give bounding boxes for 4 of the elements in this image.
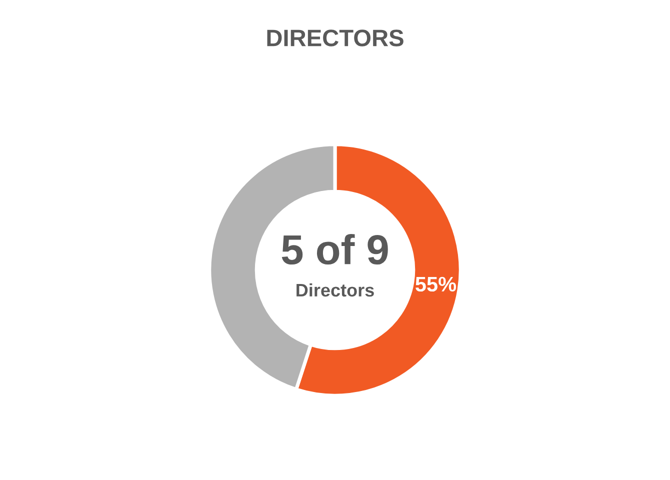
data-label: 55% — [416, 276, 456, 292]
text: 5 of 9 — [282, 234, 388, 265]
chart-title: DIRECTORS — [267, 30, 404, 46]
text: Directors — [296, 283, 374, 297]
